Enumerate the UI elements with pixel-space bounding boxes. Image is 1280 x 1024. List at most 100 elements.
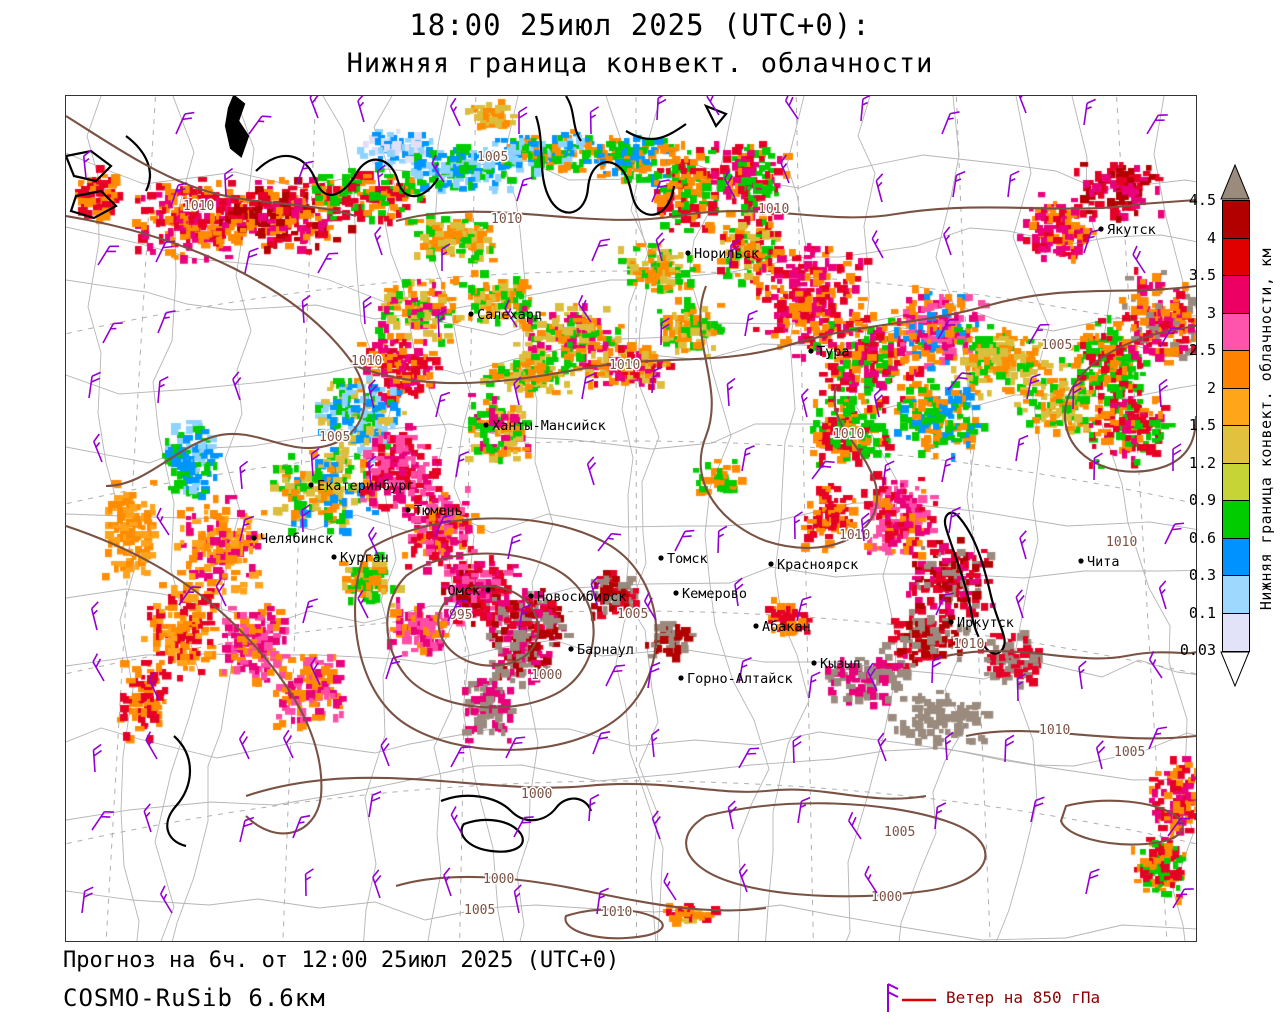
city-label: Ханты-Мансийск [492,418,606,434]
city-label: Тура [817,344,850,360]
coastline [534,115,676,216]
wind-barb [102,322,123,344]
colorbar-segment [1223,276,1249,314]
wind-barb [934,802,947,830]
colorbar-tick: 1.5 [1188,416,1216,434]
wind-barb [92,743,102,773]
wind-barb [93,433,103,463]
wind-barb [875,173,884,203]
city-label: Екатеринбург [317,478,415,494]
isobar-label: 1010 [833,427,864,442]
wind-barb [170,182,188,207]
wind-barb [943,226,952,256]
wind-barb [866,662,878,692]
wind-barb [717,525,728,554]
wind-barb [706,96,720,116]
wind-barb [1083,98,1097,126]
wind-barb [588,793,600,822]
coastline [224,96,250,158]
city-marker [308,482,314,488]
isobar-label: 1010 [601,905,632,920]
wind-barb [435,391,451,418]
wind-barb [1158,580,1167,610]
isobar-label: 1010 [351,354,382,369]
wind-barb [224,167,234,197]
city-label: Челябинск [260,531,333,547]
city-marker [331,554,337,560]
wind-barb [385,655,403,680]
wind-barb [1017,96,1027,114]
wind-barb [301,294,311,324]
city-marker [483,422,489,428]
wind-barb [1158,378,1168,408]
wind-barb [1015,434,1029,462]
title-parameter: Нижняя граница конвект. облачности [346,48,934,79]
city-marker [568,646,574,652]
wind-barb [450,806,463,835]
wind-barb [145,731,158,760]
wind-barb [796,595,812,622]
wind-barb [88,371,102,399]
wind-barb [647,661,661,689]
wind-barb [738,657,752,684]
wind-barb [1172,888,1194,909]
isobar [564,908,664,940]
isobar [66,115,357,218]
wind-barb [450,746,471,768]
wind-barb [947,372,972,391]
wind-barb [935,592,955,616]
colorbar-segment [1223,426,1249,464]
wind-barb [239,816,255,843]
wind-barb [650,728,660,758]
coastline [565,96,582,142]
city-marker [678,675,684,681]
city-label: Абакан [762,619,811,635]
wind-barb [292,814,311,839]
isobar [395,875,767,912]
isobar [66,525,323,835]
colorbar-segments [1222,200,1250,652]
city-label: Новосибирск [537,589,626,605]
wind-barb [518,106,528,134]
wind-barb [239,460,249,490]
colorbar-segment [1223,613,1249,651]
wind-barb [513,884,522,914]
wind-barb [309,96,319,119]
wind-barb [877,732,887,762]
colorbar-tick: 0.1 [1188,603,1216,622]
isobar [945,650,1196,660]
wind-barb [1004,734,1015,763]
wind-barb [941,456,956,483]
wind-barb-icon [887,983,936,1012]
isobar [1059,799,1184,846]
wind-barb [441,243,451,271]
wind-barb [244,247,259,274]
wind-barb [159,885,173,914]
wind-barb [362,295,372,325]
city-label: Кемерово [682,586,747,602]
isobar-label: 1010 [839,528,870,543]
wind-barb [1078,660,1087,690]
isobar [386,552,595,709]
colorbar-segment [1223,388,1249,426]
wind-barb [727,800,738,830]
wind-barb [651,179,670,203]
wind-barb [651,810,661,840]
wind-barb [931,655,942,684]
wind-legend-label: Ветер на 850 гПа [946,988,1101,1007]
colorbar-tick: 0.9 [1188,491,1216,509]
city-marker [658,555,664,561]
wind-barb [948,506,962,534]
isobar-label: 1010 [183,199,214,214]
wind-barb [937,318,959,340]
wind-barb [944,731,954,761]
city-label: Омск [447,583,480,599]
city-marker [405,507,411,513]
wind-barb [741,445,755,472]
isobar-label: 1005 [464,903,495,918]
weather-map: 1005 1010 1010 1010 1010 1010 1005 1005 1010 1010… [65,95,1197,942]
wind-barb [372,869,382,899]
colorbar-tick: 4 [1206,228,1216,247]
wind-barb [651,366,663,394]
wind-barb [734,577,744,607]
